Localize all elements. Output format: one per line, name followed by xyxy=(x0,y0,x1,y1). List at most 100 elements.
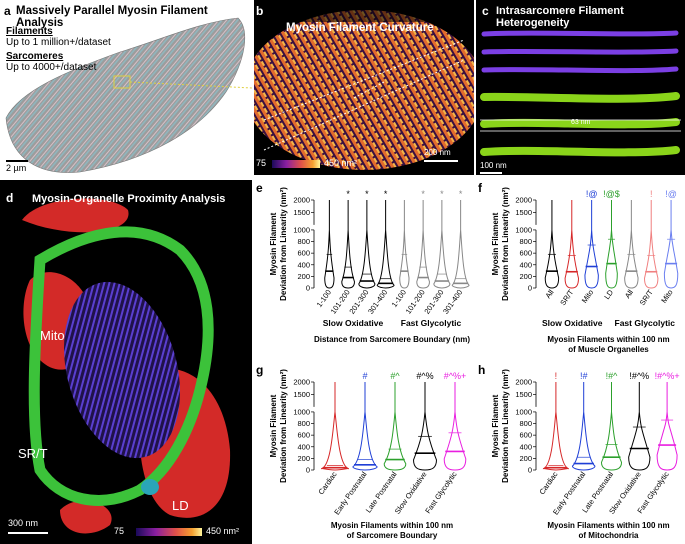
violin xyxy=(542,382,569,471)
significance-mark: * xyxy=(384,189,388,199)
y-tick-label: 2000 xyxy=(515,378,532,387)
panel-a: a Massively Parallel Myosin Filament Ana… xyxy=(0,0,252,175)
y-tick-label: 800 xyxy=(519,237,532,246)
violin xyxy=(544,200,560,289)
y-tick-label: 200 xyxy=(519,454,532,463)
significance-mark: ! xyxy=(555,371,558,381)
y-tick-label: 0 xyxy=(306,466,310,475)
ld-label: LD xyxy=(172,498,189,513)
x-tick-label: Mito xyxy=(659,288,675,305)
scale-a: 2 µm xyxy=(6,163,27,173)
y-tick-label: 2000 xyxy=(293,378,310,387)
scale-c: 100 nm xyxy=(480,161,507,170)
colorbar-b xyxy=(272,160,320,168)
y-axis-label: Myosin Filament xyxy=(269,212,278,275)
violin-chart-h: h Myosin Filament Deviation from Linearity… xyxy=(478,363,680,540)
violin xyxy=(416,200,430,289)
panel-b-title: Myosin Filament Curvature xyxy=(286,22,434,34)
y-tick-label: 400 xyxy=(519,260,532,269)
srt-label: SR/T xyxy=(18,446,48,461)
violin xyxy=(358,200,376,289)
violin-chart-f: f Myosin Filament Deviation from Linearity… xyxy=(478,181,679,354)
y-tick-label: 0 xyxy=(528,466,532,475)
panel-g-label: g xyxy=(256,363,263,377)
y-tick-label: 200 xyxy=(297,454,310,463)
y-tick-label: 1500 xyxy=(515,208,532,217)
fibril-tissue xyxy=(5,17,246,173)
panel-a-label: a xyxy=(4,4,11,18)
green-filaments xyxy=(480,92,680,157)
significance-mark: !@$ xyxy=(603,189,620,199)
significance-mark: #^% xyxy=(416,371,433,381)
colorbar-d xyxy=(136,528,202,536)
y-axis-label: Myosin Filament xyxy=(491,212,500,275)
y-axis-label: Deviation from Linearity (nm²) xyxy=(501,187,510,301)
x-axis-label: Myosin Filaments within 100 nm xyxy=(547,335,669,344)
y-tick-label: 600 xyxy=(297,249,310,258)
violin xyxy=(324,200,335,289)
violin xyxy=(383,382,407,471)
violin xyxy=(584,200,599,289)
x-tick-label: LD xyxy=(602,288,615,301)
measure-c: 63 nm xyxy=(571,119,591,126)
violin xyxy=(451,200,470,289)
panel-f-label: f xyxy=(478,181,483,195)
y-tick-label: 400 xyxy=(297,442,310,451)
panel-d-label: d xyxy=(6,191,14,205)
x-tick-label: All xyxy=(623,288,635,300)
y-tick-label: 1500 xyxy=(293,390,310,399)
y-axis-label: Deviation from Linearity (nm²) xyxy=(279,369,288,483)
significance-mark: * xyxy=(346,189,350,199)
y-tick-label: 600 xyxy=(519,431,532,440)
panel-b-label: b xyxy=(256,4,264,18)
significance-mark: !@ xyxy=(665,189,677,199)
purple-filaments xyxy=(481,30,679,74)
y-tick-label: 400 xyxy=(297,260,310,269)
x-tick-label: Cardiac xyxy=(537,470,559,497)
y-tick-label: 0 xyxy=(528,284,532,293)
panel-e-label: e xyxy=(256,181,263,195)
violin xyxy=(644,200,659,289)
x-axis-label: of Sarcomere Boundary xyxy=(347,531,438,540)
y-tick-label: 1000 xyxy=(515,225,532,234)
mito-top xyxy=(22,198,129,233)
violin xyxy=(624,200,639,289)
violin xyxy=(628,382,651,471)
y-tick-label: 600 xyxy=(297,431,310,440)
y-tick-label: 600 xyxy=(519,249,532,258)
scalebar-c xyxy=(480,172,502,174)
violin-chart-e: e Myosin Filament Deviation from Linearity… xyxy=(256,181,470,344)
y-tick-label: 200 xyxy=(297,272,310,281)
y-tick-label: 1000 xyxy=(293,225,310,234)
y-tick-label: 400 xyxy=(519,442,532,451)
scalebar-d xyxy=(8,532,48,534)
x-axis-label: Distance from Sarcomere Boundary (nm) xyxy=(314,335,470,344)
significance-mark: !#^% xyxy=(629,371,649,381)
group-label: Fast Glycolytic xyxy=(615,318,676,328)
violin xyxy=(663,200,679,289)
significance-mark: ! xyxy=(650,189,653,199)
violin xyxy=(564,200,579,289)
panel-e: e Myosin Filament Deviation from Linearity… xyxy=(254,180,474,360)
significance-mark: * xyxy=(459,189,463,199)
panel-f: f Myosin Filament Deviation from Linearity… xyxy=(476,180,685,360)
scale-b: 200 nm xyxy=(424,148,451,157)
violin xyxy=(656,382,678,471)
violin xyxy=(376,200,395,289)
sarcomeres-text: Up to 4000+/dataset xyxy=(6,62,97,73)
y-axis-label: Deviation from Linearity (nm²) xyxy=(501,369,510,483)
y-axis-label: Myosin Filament xyxy=(491,394,500,457)
colorbar-b-max: 450 nm² xyxy=(324,158,358,168)
panel-c: c Intrasarcomere Filament Heterogeneity … xyxy=(476,0,685,175)
group-label: Fast Glycolytic xyxy=(401,318,462,328)
x-axis-label: of Mitochondria xyxy=(579,531,640,540)
x-tick-label: All xyxy=(543,288,555,300)
x-tick-label: Cardiac xyxy=(316,470,338,497)
significance-mark: !#^ xyxy=(606,371,619,381)
significance-mark: #^%+ xyxy=(444,371,467,381)
panel-c-image xyxy=(480,30,681,174)
x-axis-label: of Muscle Organelles xyxy=(568,345,649,354)
x-tick-label: Late Postnatal xyxy=(364,470,399,515)
scalebar-b xyxy=(424,160,458,162)
panel-b: b Myosin Filament Curvature 75 450 nm² 2… xyxy=(254,0,474,175)
